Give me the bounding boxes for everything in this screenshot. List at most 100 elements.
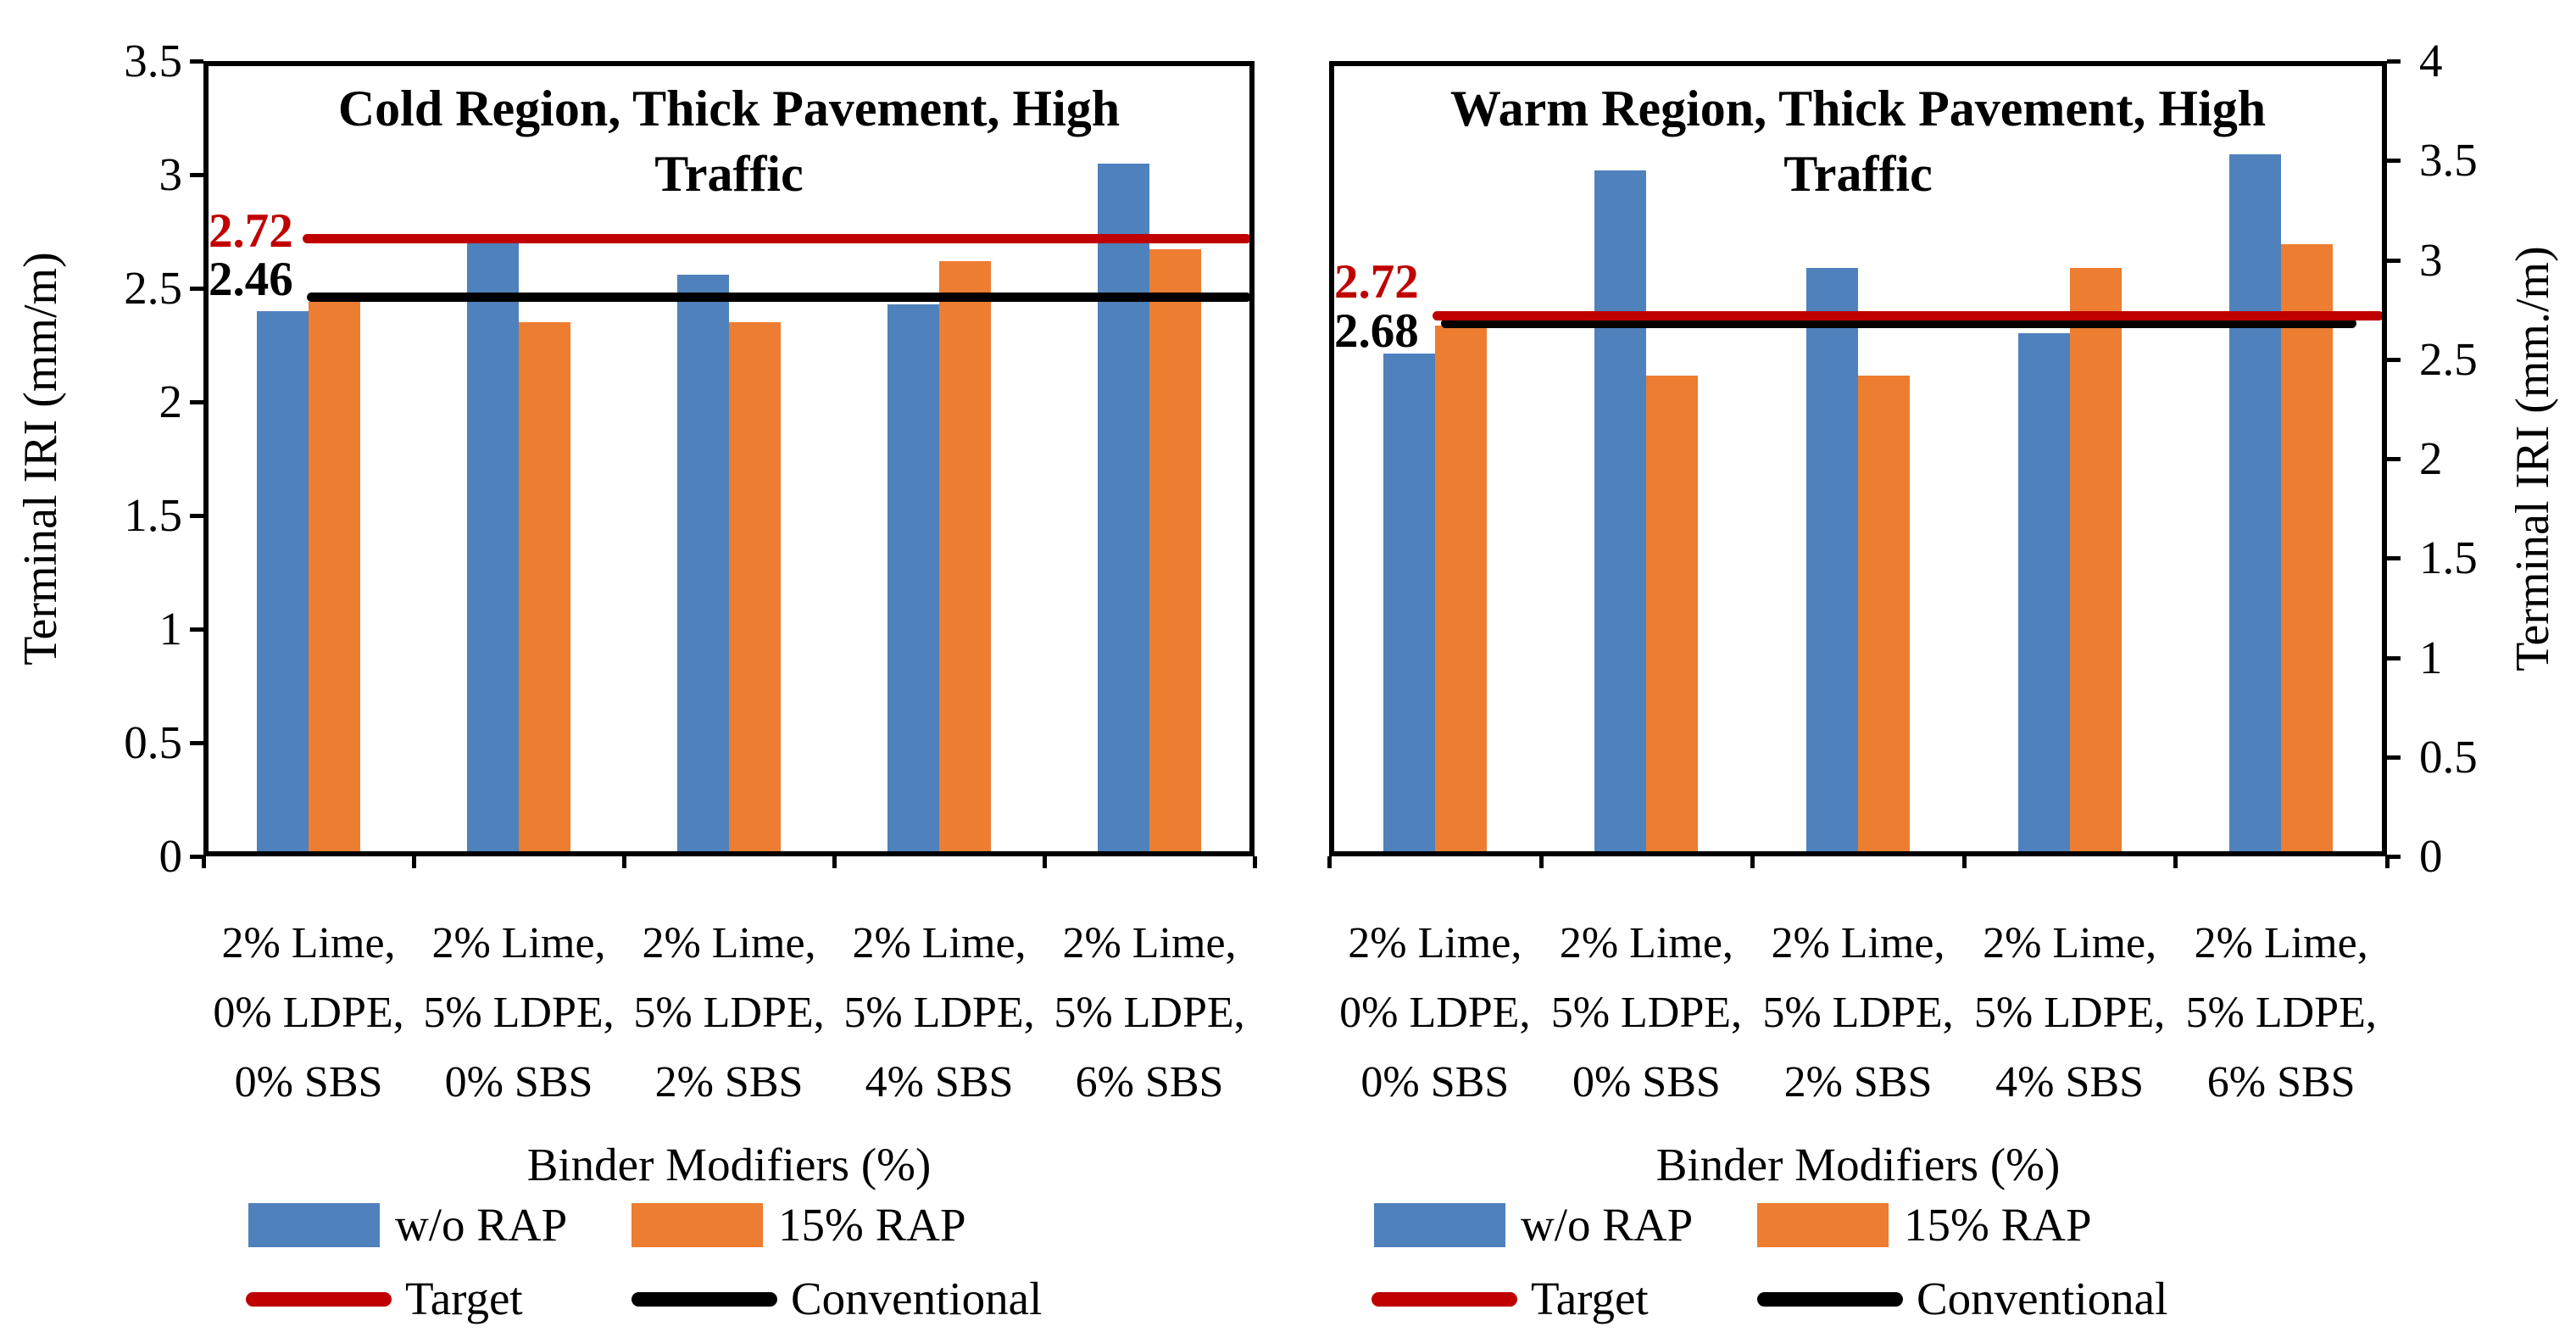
bar-15-rap-group3 xyxy=(729,322,781,856)
ref-line-conventional xyxy=(1441,319,2356,329)
x-category-line: 0% SBS xyxy=(234,1058,383,1106)
y-tick-label: 4 xyxy=(2419,35,2443,86)
bar-15-rap-group5 xyxy=(2281,243,2334,856)
x-category-line: 6% SBS xyxy=(1075,1058,1224,1106)
x-tick-mark xyxy=(1327,856,1332,868)
bar-wo-rap-group4 xyxy=(2017,333,2070,856)
y-tick-mark xyxy=(2387,755,2401,760)
bar-wo-rap-group4 xyxy=(887,304,939,856)
x-axis-title-right: Binder Modifiers (%) xyxy=(1655,1139,2061,1190)
bar-wo-rap-group3 xyxy=(677,274,729,856)
y-tick-label: 2.5 xyxy=(124,262,182,314)
legend-swatch-wo-rap xyxy=(248,1203,380,1247)
bar-wo-rap-group2 xyxy=(1594,170,1647,856)
legend-swatch-15-rap xyxy=(1757,1203,1889,1247)
x-tick-mark xyxy=(202,856,206,868)
x-category-line: 2% Lime, xyxy=(1771,919,1945,967)
bar-wo-rap-group2 xyxy=(467,242,519,856)
y-tick-label: 2 xyxy=(2419,432,2443,484)
x-category-line: 5% LDPE, xyxy=(1762,989,1954,1037)
legend-label-wo-rap: w/o RAP xyxy=(1521,1199,1694,1251)
y-tick-mark xyxy=(2387,59,2401,64)
x-category-line: 0% SBS xyxy=(1360,1058,1510,1106)
ref-label-target: 2.72 xyxy=(1334,255,1419,309)
y-tick-mark xyxy=(2387,655,2401,660)
x-category-line: 2% Lime, xyxy=(1348,919,1522,967)
x-category-label: 2% Lime, 0% LDPE, 0% SBS xyxy=(186,909,431,1117)
ref-line-conventional xyxy=(307,293,1251,303)
y-tick-label: 0 xyxy=(2419,830,2443,882)
y-tick-label: 3 xyxy=(2419,233,2443,286)
x-category-line: 2% Lime, xyxy=(431,919,606,967)
x-category-label: 2% Lime, 5% LDPE, 4% SBS xyxy=(1947,909,2193,1117)
ref-label-conventional: 2.46 xyxy=(209,252,293,306)
legend-line-target xyxy=(246,1292,392,1307)
x-tick-mark xyxy=(2173,856,2178,868)
y-tick-mark xyxy=(2387,855,2401,859)
legend-swatch-15-rap xyxy=(631,1203,763,1247)
x-category-line: 5% LDPE, xyxy=(1054,989,1245,1037)
x-category-line: 6% SBS xyxy=(2206,1058,2356,1106)
y-tick-mark xyxy=(190,627,203,632)
x-tick-mark xyxy=(1750,856,1755,868)
x-category-line: 5% LDPE, xyxy=(423,989,615,1037)
y-tick-label: 0 xyxy=(159,830,183,882)
x-category-label: 2% Lime, 5% LDPE, 0% SBS xyxy=(397,909,641,1117)
y-tick-label: 3 xyxy=(159,148,183,200)
y-tick-mark xyxy=(2387,258,2401,263)
x-category-line: 0% LDPE, xyxy=(213,989,404,1037)
y-tick-mark xyxy=(190,400,203,404)
bar-15-rap-group1 xyxy=(1434,325,1487,856)
x-category-line: 2% Lime, xyxy=(852,919,1027,967)
y-tick-label: 1 xyxy=(159,603,183,655)
y-tick-mark xyxy=(2387,357,2401,362)
x-category-line: 5% LDPE, xyxy=(2185,989,2377,1037)
x-tick-mark xyxy=(1961,856,1967,868)
y-tick-label: 3.5 xyxy=(2419,134,2478,187)
x-category-label: 2% Lime, 5% LDPE, 0% SBS xyxy=(1524,909,1770,1117)
legend-label-15-rap: 15% RAP xyxy=(778,1199,966,1251)
x-category-line: 5% LDPE, xyxy=(1550,989,1743,1037)
chart-title-warm: Warm Region, Thick Pavement, High Traffi… xyxy=(1449,81,2267,202)
x-category-line: 5% LDPE, xyxy=(843,989,1035,1037)
legend-swatch-wo-rap xyxy=(1374,1203,1505,1247)
bar-wo-rap-group5 xyxy=(2229,154,2282,856)
x-tick-mark xyxy=(832,856,837,868)
y-tick-mark xyxy=(190,287,203,291)
x-category-line: 0% SBS xyxy=(1572,1058,1721,1106)
y-tick-mark xyxy=(2387,159,2401,164)
y-tick-label: 1 xyxy=(2419,631,2443,683)
x-category-line: 0% SBS xyxy=(444,1058,593,1106)
x-category-line: 2% Lime, xyxy=(1983,919,2157,967)
x-category-line: 2% SBS xyxy=(654,1058,804,1106)
y-tick-label: 2.5 xyxy=(2419,332,2478,385)
x-tick-mark xyxy=(2385,856,2390,868)
bar-15-rap-group3 xyxy=(1858,375,1910,856)
y-tick-mark xyxy=(190,59,203,64)
x-category-line: 5% LDPE, xyxy=(633,989,825,1037)
x-category-line: 5% LDPE, xyxy=(1973,989,2166,1037)
x-category-line: 2% Lime, xyxy=(642,919,816,967)
y-tick-label: 3.5 xyxy=(124,35,182,86)
chart-title-cold: Cold Region, Thick Pavement, High Traffi… xyxy=(337,81,1121,202)
legend-label-conventional: Conventional xyxy=(791,1273,1043,1324)
x-category-label: 2% Lime, 0% LDPE, 0% SBS xyxy=(1312,909,1558,1117)
x-tick-mark xyxy=(1253,856,1257,868)
y-tick-mark xyxy=(190,173,203,177)
bar-15-rap-group2 xyxy=(519,322,570,856)
bar-15-rap-group1 xyxy=(309,302,360,856)
x-category-line: 2% Lime, xyxy=(1559,919,1733,967)
x-category-line: 2% Lime, xyxy=(2194,919,2368,967)
x-category-line: 4% SBS xyxy=(865,1058,1014,1106)
bar-15-rap-group2 xyxy=(1646,375,1699,856)
bar-wo-rap-group3 xyxy=(1806,267,1858,856)
x-category-line: 2% Lime, xyxy=(221,919,396,967)
legend-label-target: Target xyxy=(405,1273,523,1324)
bar-15-rap-group5 xyxy=(1149,249,1201,856)
bar-wo-rap-group5 xyxy=(1098,163,1149,856)
legend-label-15-rap: 15% RAP xyxy=(1904,1199,2092,1251)
ref-label-conventional: 2.68 xyxy=(1334,304,1419,358)
y-tick-mark xyxy=(2387,556,2401,561)
x-category-line: 0% LDPE, xyxy=(1339,989,1531,1037)
y-tick-mark xyxy=(2387,457,2401,461)
